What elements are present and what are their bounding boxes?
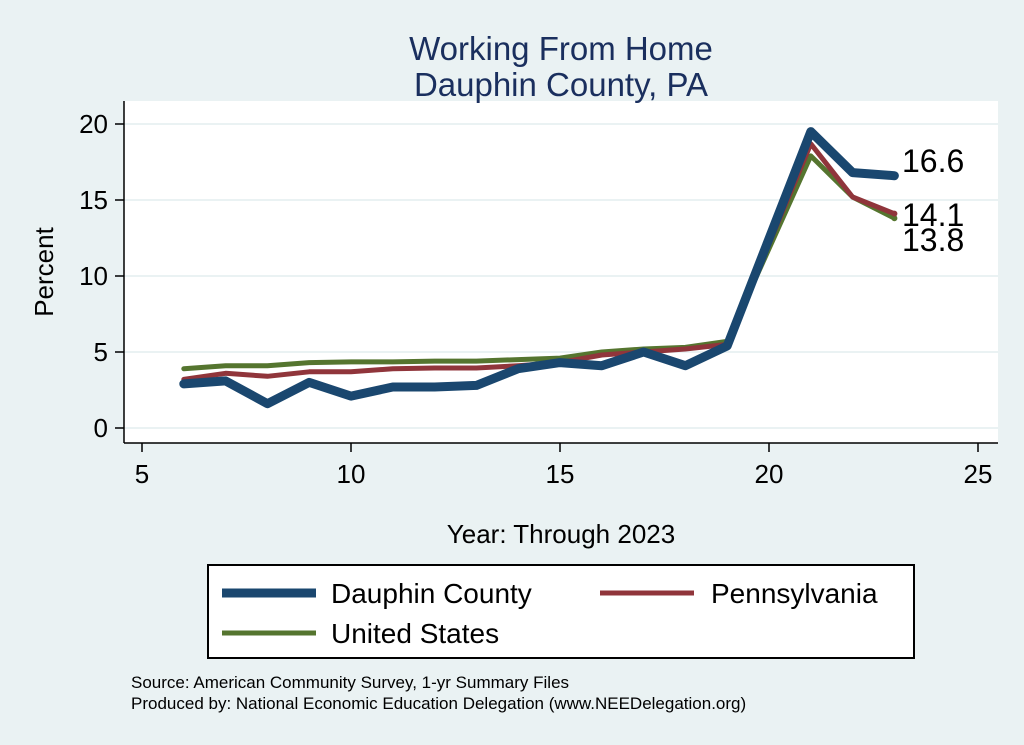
chart-subtitle: Dauphin County, PA bbox=[414, 66, 708, 103]
y-tick-label-20: 20 bbox=[79, 109, 108, 139]
plot-area bbox=[124, 101, 998, 443]
x-axis-title: Year: Through 2023 bbox=[447, 519, 675, 549]
y-tick-label-5: 5 bbox=[94, 337, 108, 367]
end-labels: 16.614.113.8 bbox=[902, 143, 964, 258]
source-note: Source: American Community Survey, 1-yr … bbox=[131, 673, 569, 692]
series-end-point-pennsylvania bbox=[891, 211, 897, 217]
legend: Dauphin County Pennsylvania United States bbox=[208, 565, 914, 658]
chart: 051015205 10 15 20 25 16.614.113.8 Working F… bbox=[0, 0, 1024, 745]
x-tick-label-5: 5 bbox=[135, 459, 149, 489]
chart-title: Working From Home bbox=[409, 30, 713, 67]
end-label-united-states: 13.8 bbox=[902, 222, 964, 258]
legend-label-united-states: United States bbox=[331, 618, 499, 649]
y-tick-label-15: 15 bbox=[79, 185, 108, 215]
series-end-point-dauphin-county bbox=[891, 173, 897, 179]
y-tick-label-0: 0 bbox=[94, 413, 108, 443]
end-label-dauphin-county: 16.6 bbox=[902, 143, 964, 179]
y-tick-label-10: 10 bbox=[79, 261, 108, 291]
legend-label-pennsylvania: Pennsylvania bbox=[711, 578, 878, 609]
x-tick-label-10: 10 bbox=[337, 459, 366, 489]
y-axis-title: Percent bbox=[29, 226, 59, 316]
x-tick-label-15: 15 bbox=[546, 459, 575, 489]
legend-label-dauphin-county: Dauphin County bbox=[331, 578, 532, 609]
producer-note: Produced by: National Economic Education… bbox=[131, 694, 746, 713]
x-tick-label-20: 20 bbox=[755, 459, 784, 489]
x-tick-label-25: 25 bbox=[964, 459, 993, 489]
